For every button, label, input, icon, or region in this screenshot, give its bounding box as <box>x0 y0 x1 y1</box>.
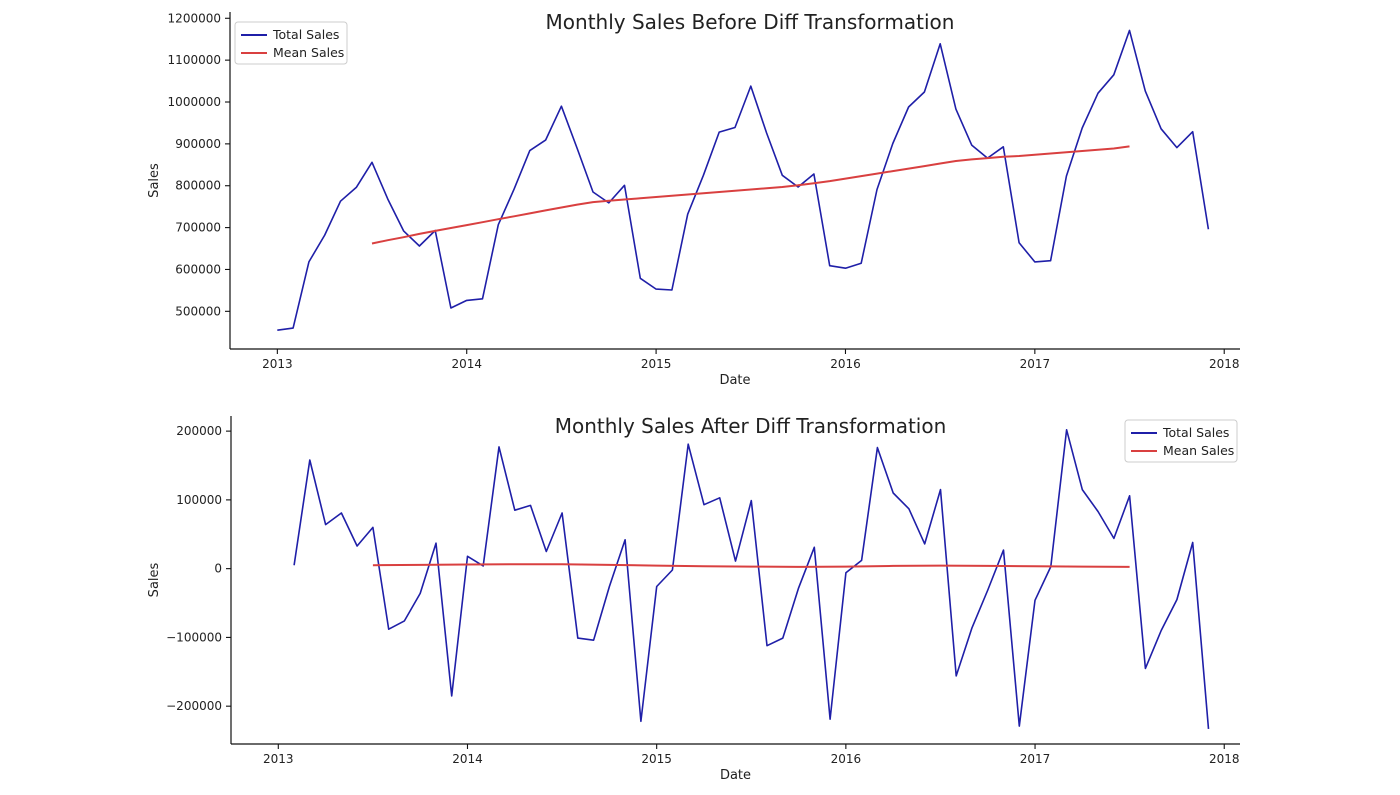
y-tick-label: 100000 <box>176 493 222 507</box>
y-tick-label: 600000 <box>175 262 221 276</box>
series-line-mean-sales <box>372 563 1130 568</box>
x-tick-label: 2017 <box>1020 357 1051 371</box>
x-tick-label: 2016 <box>831 752 862 766</box>
y-tick-label: 1000000 <box>168 95 221 109</box>
x-tick-label: 2015 <box>641 357 672 371</box>
y-tick-label: 1100000 <box>168 53 221 67</box>
x-tick-label: 2013 <box>262 357 293 371</box>
legend: Total Sales Mean Sales <box>1124 419 1238 463</box>
legend-label: Mean Sales <box>273 45 344 60</box>
x-tick-label: 2018 <box>1209 752 1240 766</box>
chart-1: 2013 2014 2015 2016 2017 2018 500000 600000 7000… <box>147 10 1240 388</box>
x-tick-label: 2014 <box>451 357 482 371</box>
chart-title: Monthly Sales Before Diff Transformation <box>546 10 955 34</box>
y-tick-label: 700000 <box>175 221 221 235</box>
legend-label: Mean Sales <box>1163 443 1234 458</box>
y-tick-label: 500000 <box>175 304 221 318</box>
legend-label: Total Sales <box>1162 425 1229 440</box>
y-tick-label: 0 <box>214 562 222 576</box>
chart-2: 2013 2014 2015 2016 2017 2018 −200000 −100000 0 1… <box>147 414 1240 783</box>
y-axis-label: Sales <box>147 562 162 597</box>
y-tick-label: 200000 <box>176 424 222 438</box>
y-tick-label: 1200000 <box>168 11 221 25</box>
y-tick-label: 800000 <box>175 179 221 193</box>
x-tick-label: 2013 <box>263 752 294 766</box>
x-tick-label: 2018 <box>1209 357 1240 371</box>
chart-title: Monthly Sales After Diff Transformation <box>555 414 947 438</box>
x-tick-label: 2017 <box>1020 752 1051 766</box>
legend: Total Sales Mean Sales <box>234 21 348 65</box>
x-axis-label: Date <box>720 768 751 783</box>
series-line-total-sales <box>293 428 1210 729</box>
y-tick-label: −200000 <box>166 699 222 713</box>
x-tick-label: 2016 <box>830 357 861 371</box>
y-tick-label: −100000 <box>166 630 222 644</box>
x-tick-label: 2015 <box>641 752 672 766</box>
series-line-total-sales <box>277 29 1210 331</box>
series-line-mean-sales <box>371 145 1130 245</box>
y-tick-label: 900000 <box>175 137 221 151</box>
legend-label: Total Sales <box>272 27 339 42</box>
x-tick-label: 2014 <box>452 752 483 766</box>
x-axis-label: Date <box>719 373 750 388</box>
y-axis-label: Sales <box>147 163 162 198</box>
